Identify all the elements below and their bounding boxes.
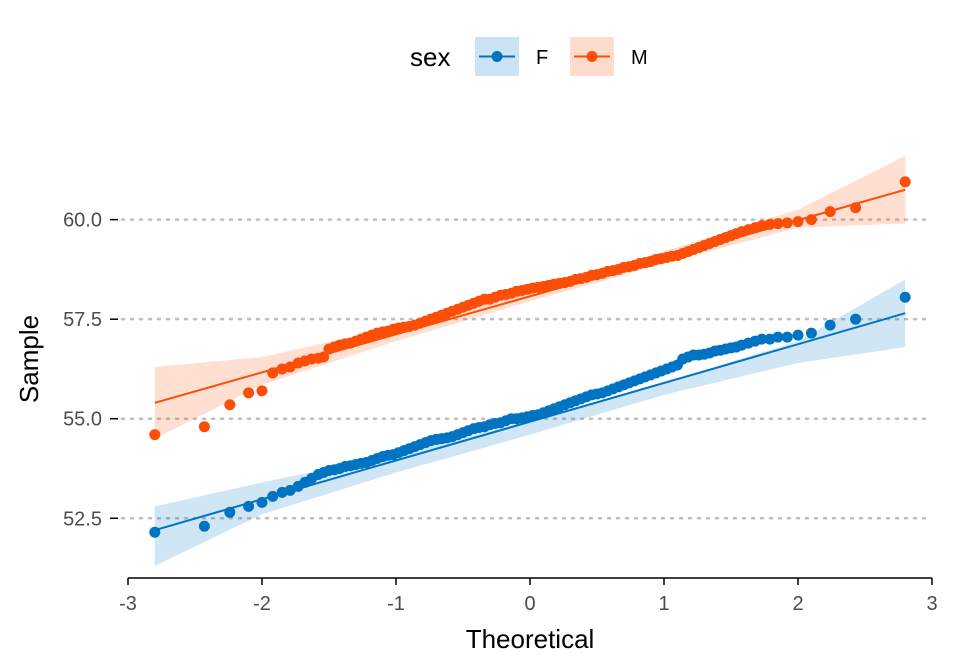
x-tick-label-0: -3 <box>119 593 137 615</box>
point-m-99 <box>824 206 836 218</box>
point-m-5 <box>267 367 279 379</box>
point-f-100 <box>850 313 862 325</box>
legend: sex F M <box>410 37 648 76</box>
legend-label-m: M <box>631 47 648 69</box>
point-f-0 <box>149 526 161 538</box>
x-tick-label-1: -2 <box>253 593 271 615</box>
legend-key-f-point <box>491 51 503 62</box>
point-f-93 <box>756 333 768 345</box>
legend-title: sex <box>410 42 450 72</box>
point-f-1 <box>198 520 210 532</box>
point-m-97 <box>792 216 804 228</box>
y-tick-label-1: 55.0 <box>63 409 102 431</box>
point-m-94 <box>764 218 776 230</box>
data-points <box>149 176 911 538</box>
point-m-98 <box>805 214 817 226</box>
point-m-4 <box>256 385 268 397</box>
legend-key-m-point <box>586 51 598 62</box>
point-f-99 <box>824 319 836 331</box>
y-tick-label-3: 60.0 <box>63 210 102 232</box>
point-m-1 <box>198 421 210 433</box>
legend-item-m: M <box>570 37 648 76</box>
point-f-5 <box>267 490 279 502</box>
point-f-95 <box>772 331 784 343</box>
legend-item-f: F <box>475 37 548 76</box>
y-axis: 52.5 55.0 57.5 60.0 <box>63 210 118 530</box>
point-f-101 <box>899 291 911 303</box>
x-tick-label-3: 0 <box>524 593 535 615</box>
x-axis-title: Theoretical <box>466 624 595 654</box>
point-f-2 <box>224 506 236 518</box>
point-m-101 <box>899 176 911 188</box>
x-tick-label-4: 1 <box>658 593 669 615</box>
point-m-3 <box>243 387 255 399</box>
legend-label-f: F <box>536 47 548 69</box>
point-m-2 <box>224 399 236 411</box>
point-m-96 <box>781 217 793 229</box>
x-tick-label-5: 2 <box>792 593 803 615</box>
point-f-96 <box>781 331 793 343</box>
point-m-100 <box>850 202 862 214</box>
x-tick-label-6: 3 <box>926 593 937 615</box>
point-f-97 <box>792 329 804 341</box>
point-m-95 <box>772 218 784 230</box>
point-f-3 <box>243 500 255 512</box>
point-m-12 <box>318 351 330 363</box>
point-f-98 <box>805 327 817 339</box>
x-tick-label-2: -1 <box>387 593 405 615</box>
point-m-0 <box>149 429 161 441</box>
point-f-4 <box>256 496 268 508</box>
x-axis: -3 -2 -1 0 1 2 3 <box>119 577 938 615</box>
point-m-93 <box>756 220 768 232</box>
y-tick-label-2: 57.5 <box>63 309 102 331</box>
y-axis-title: Sample <box>14 315 44 403</box>
y-tick-label-0: 52.5 <box>63 508 102 530</box>
